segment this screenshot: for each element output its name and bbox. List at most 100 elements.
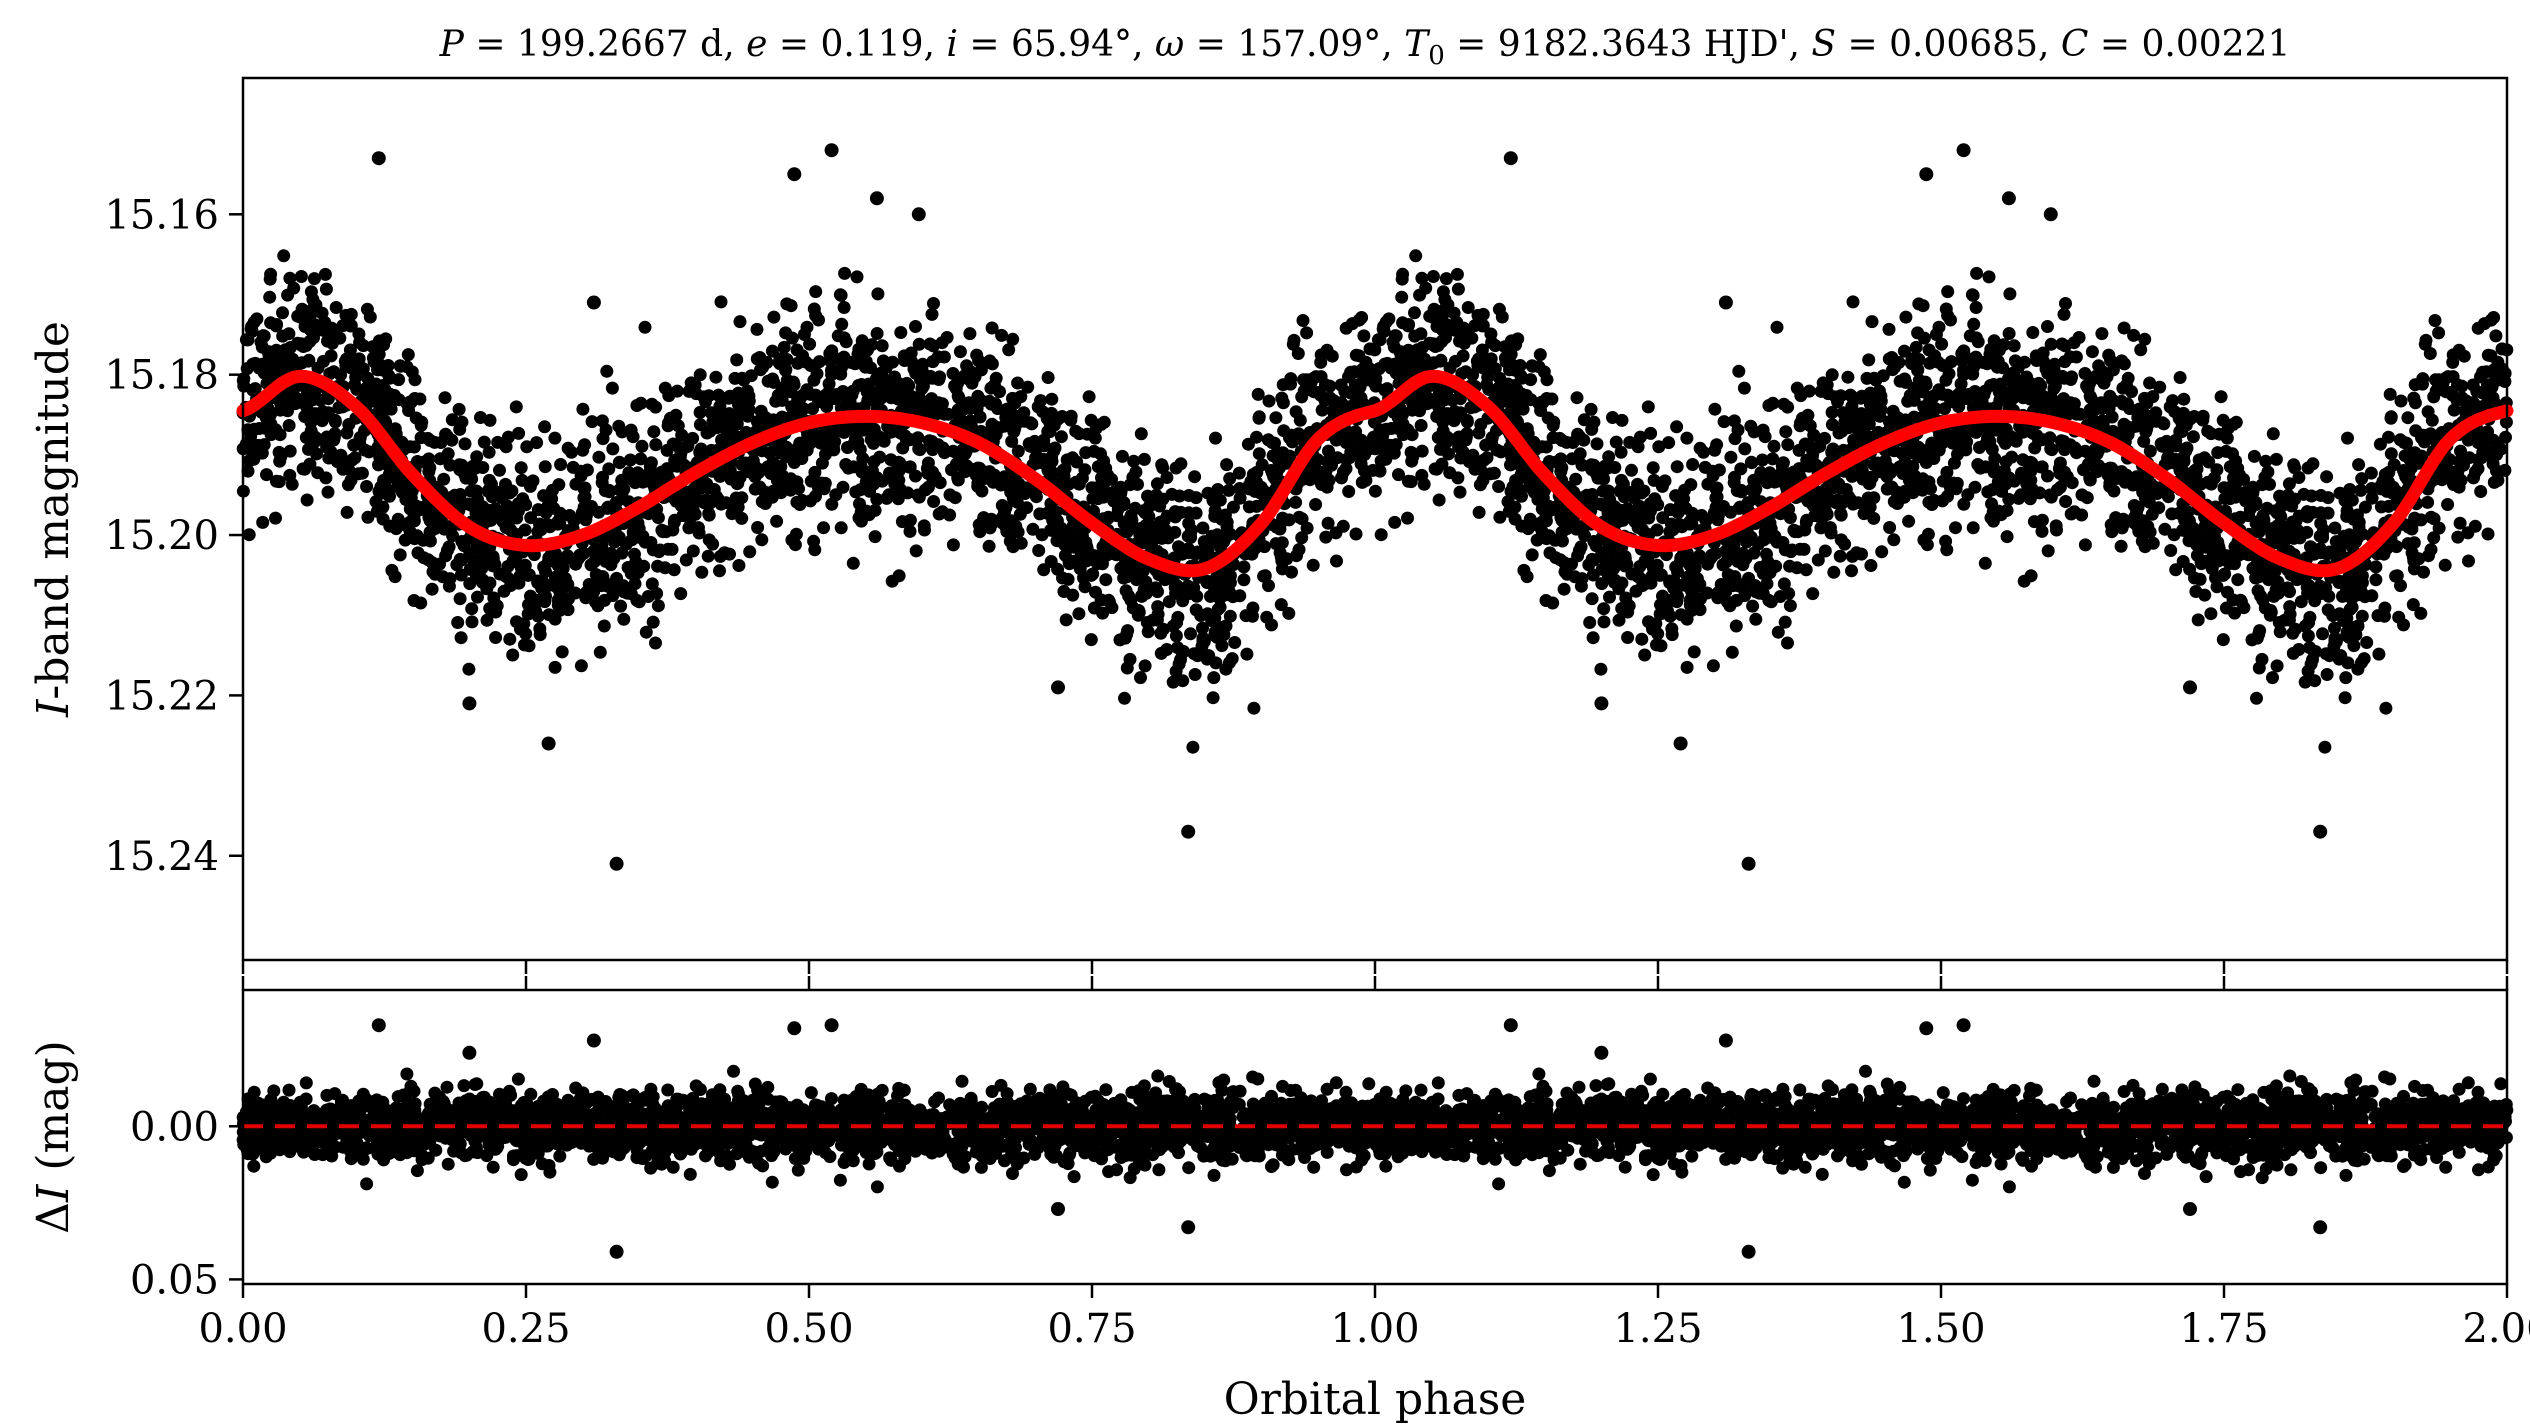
- data-point: [453, 552, 467, 566]
- data-point: [623, 453, 637, 467]
- data-point: [732, 559, 746, 572]
- data-point: [1791, 525, 1805, 539]
- data-point: [1006, 332, 1020, 346]
- data-point: [1008, 396, 1022, 410]
- data-point: [744, 369, 758, 383]
- data-point: [350, 382, 364, 396]
- data-point: [1362, 442, 1376, 456]
- data-point: [2085, 345, 2099, 359]
- data-point: [300, 493, 314, 507]
- data-point: [1408, 329, 1422, 343]
- data-point: [1667, 574, 1681, 588]
- data-point: [1697, 445, 1710, 459]
- data-point: [574, 659, 588, 673]
- data-point: [1902, 514, 1916, 528]
- data-point: [635, 439, 649, 453]
- data-point: [1096, 479, 1110, 493]
- data-point: [700, 426, 714, 440]
- data-point: [1909, 340, 1923, 354]
- data-point: [1724, 450, 1738, 464]
- data-point: [1166, 675, 1180, 689]
- data-point: [1656, 589, 1669, 603]
- data-point: [1209, 656, 1223, 670]
- data-point: [1037, 563, 1051, 577]
- data-point: [1395, 290, 1409, 304]
- data-point: [1368, 343, 1382, 357]
- data-point: [1790, 561, 1804, 575]
- data-point: [1876, 369, 1890, 383]
- data-point: [2256, 513, 2270, 527]
- data-point: [2045, 443, 2059, 457]
- data-point: [1033, 507, 1047, 521]
- data-point: [1741, 496, 1755, 510]
- data-point: [750, 322, 764, 336]
- data-point: [2318, 740, 2332, 754]
- data-point: [922, 434, 936, 448]
- data-point: [2439, 371, 2453, 385]
- data-point: [2304, 540, 2317, 554]
- data-point: [1319, 530, 1333, 544]
- data-point: [2217, 481, 2231, 495]
- data-point: [951, 389, 965, 403]
- data-point: [1591, 462, 1604, 476]
- data-point: [812, 313, 825, 327]
- data-point: [1344, 365, 1358, 379]
- data-point: [1002, 343, 1016, 357]
- data-point: [1149, 488, 1163, 502]
- data-point: [714, 390, 728, 404]
- data-point: [2002, 372, 2015, 386]
- data-point: [1431, 339, 1445, 352]
- data-point: [2172, 412, 2186, 425]
- data-point: [2462, 554, 2475, 568]
- data-point: [1051, 528, 1065, 542]
- data-point: [518, 638, 531, 652]
- data-point: [263, 290, 277, 304]
- data-point: [2231, 461, 2245, 475]
- data-point: [2304, 657, 2318, 671]
- data-point: [804, 474, 818, 488]
- data-point: [1005, 434, 1019, 448]
- data-point: [613, 456, 627, 470]
- data-point: [1577, 413, 1591, 427]
- data-point: [1862, 353, 1876, 367]
- data-point: [820, 399, 834, 413]
- data-point: [2000, 530, 2014, 544]
- data-point: [1210, 630, 1224, 644]
- data-point: [614, 599, 628, 613]
- data-point: [1252, 411, 1266, 425]
- data-point: [1949, 521, 1962, 535]
- data-point: [835, 317, 849, 331]
- data-point: [1388, 515, 1402, 529]
- data-point: [1982, 270, 1996, 284]
- data-point: [791, 356, 805, 370]
- data-point: [1154, 626, 1168, 640]
- data-point: [1790, 381, 1804, 395]
- data-point: [1633, 499, 1647, 513]
- data-point: [892, 569, 906, 583]
- data-point: [989, 397, 1002, 411]
- data-point: [1826, 481, 1840, 495]
- data-point: [1680, 660, 1694, 674]
- data-point: [784, 299, 798, 313]
- data-point: [1415, 271, 1429, 285]
- data-point: [1151, 600, 1165, 614]
- data-point: [1476, 307, 1490, 321]
- data-point: [531, 503, 545, 517]
- data-point: [484, 513, 498, 527]
- data-point: [2399, 470, 2413, 484]
- data-point: [2364, 466, 2378, 480]
- data-point: [2005, 450, 2019, 464]
- data-point: [1472, 426, 1486, 440]
- data-point: [1674, 608, 1688, 622]
- data-point: [1459, 433, 1473, 447]
- data-point: [1414, 395, 1428, 409]
- data-point: [538, 460, 552, 474]
- data-point: [2266, 671, 2279, 685]
- data-point: [1451, 282, 1465, 296]
- data-point: [2003, 287, 2017, 301]
- data-point: [2270, 659, 2284, 673]
- data-point: [1233, 589, 1247, 603]
- data-point: [790, 343, 804, 357]
- data-point: [1228, 636, 1242, 649]
- data-point: [2401, 537, 2415, 551]
